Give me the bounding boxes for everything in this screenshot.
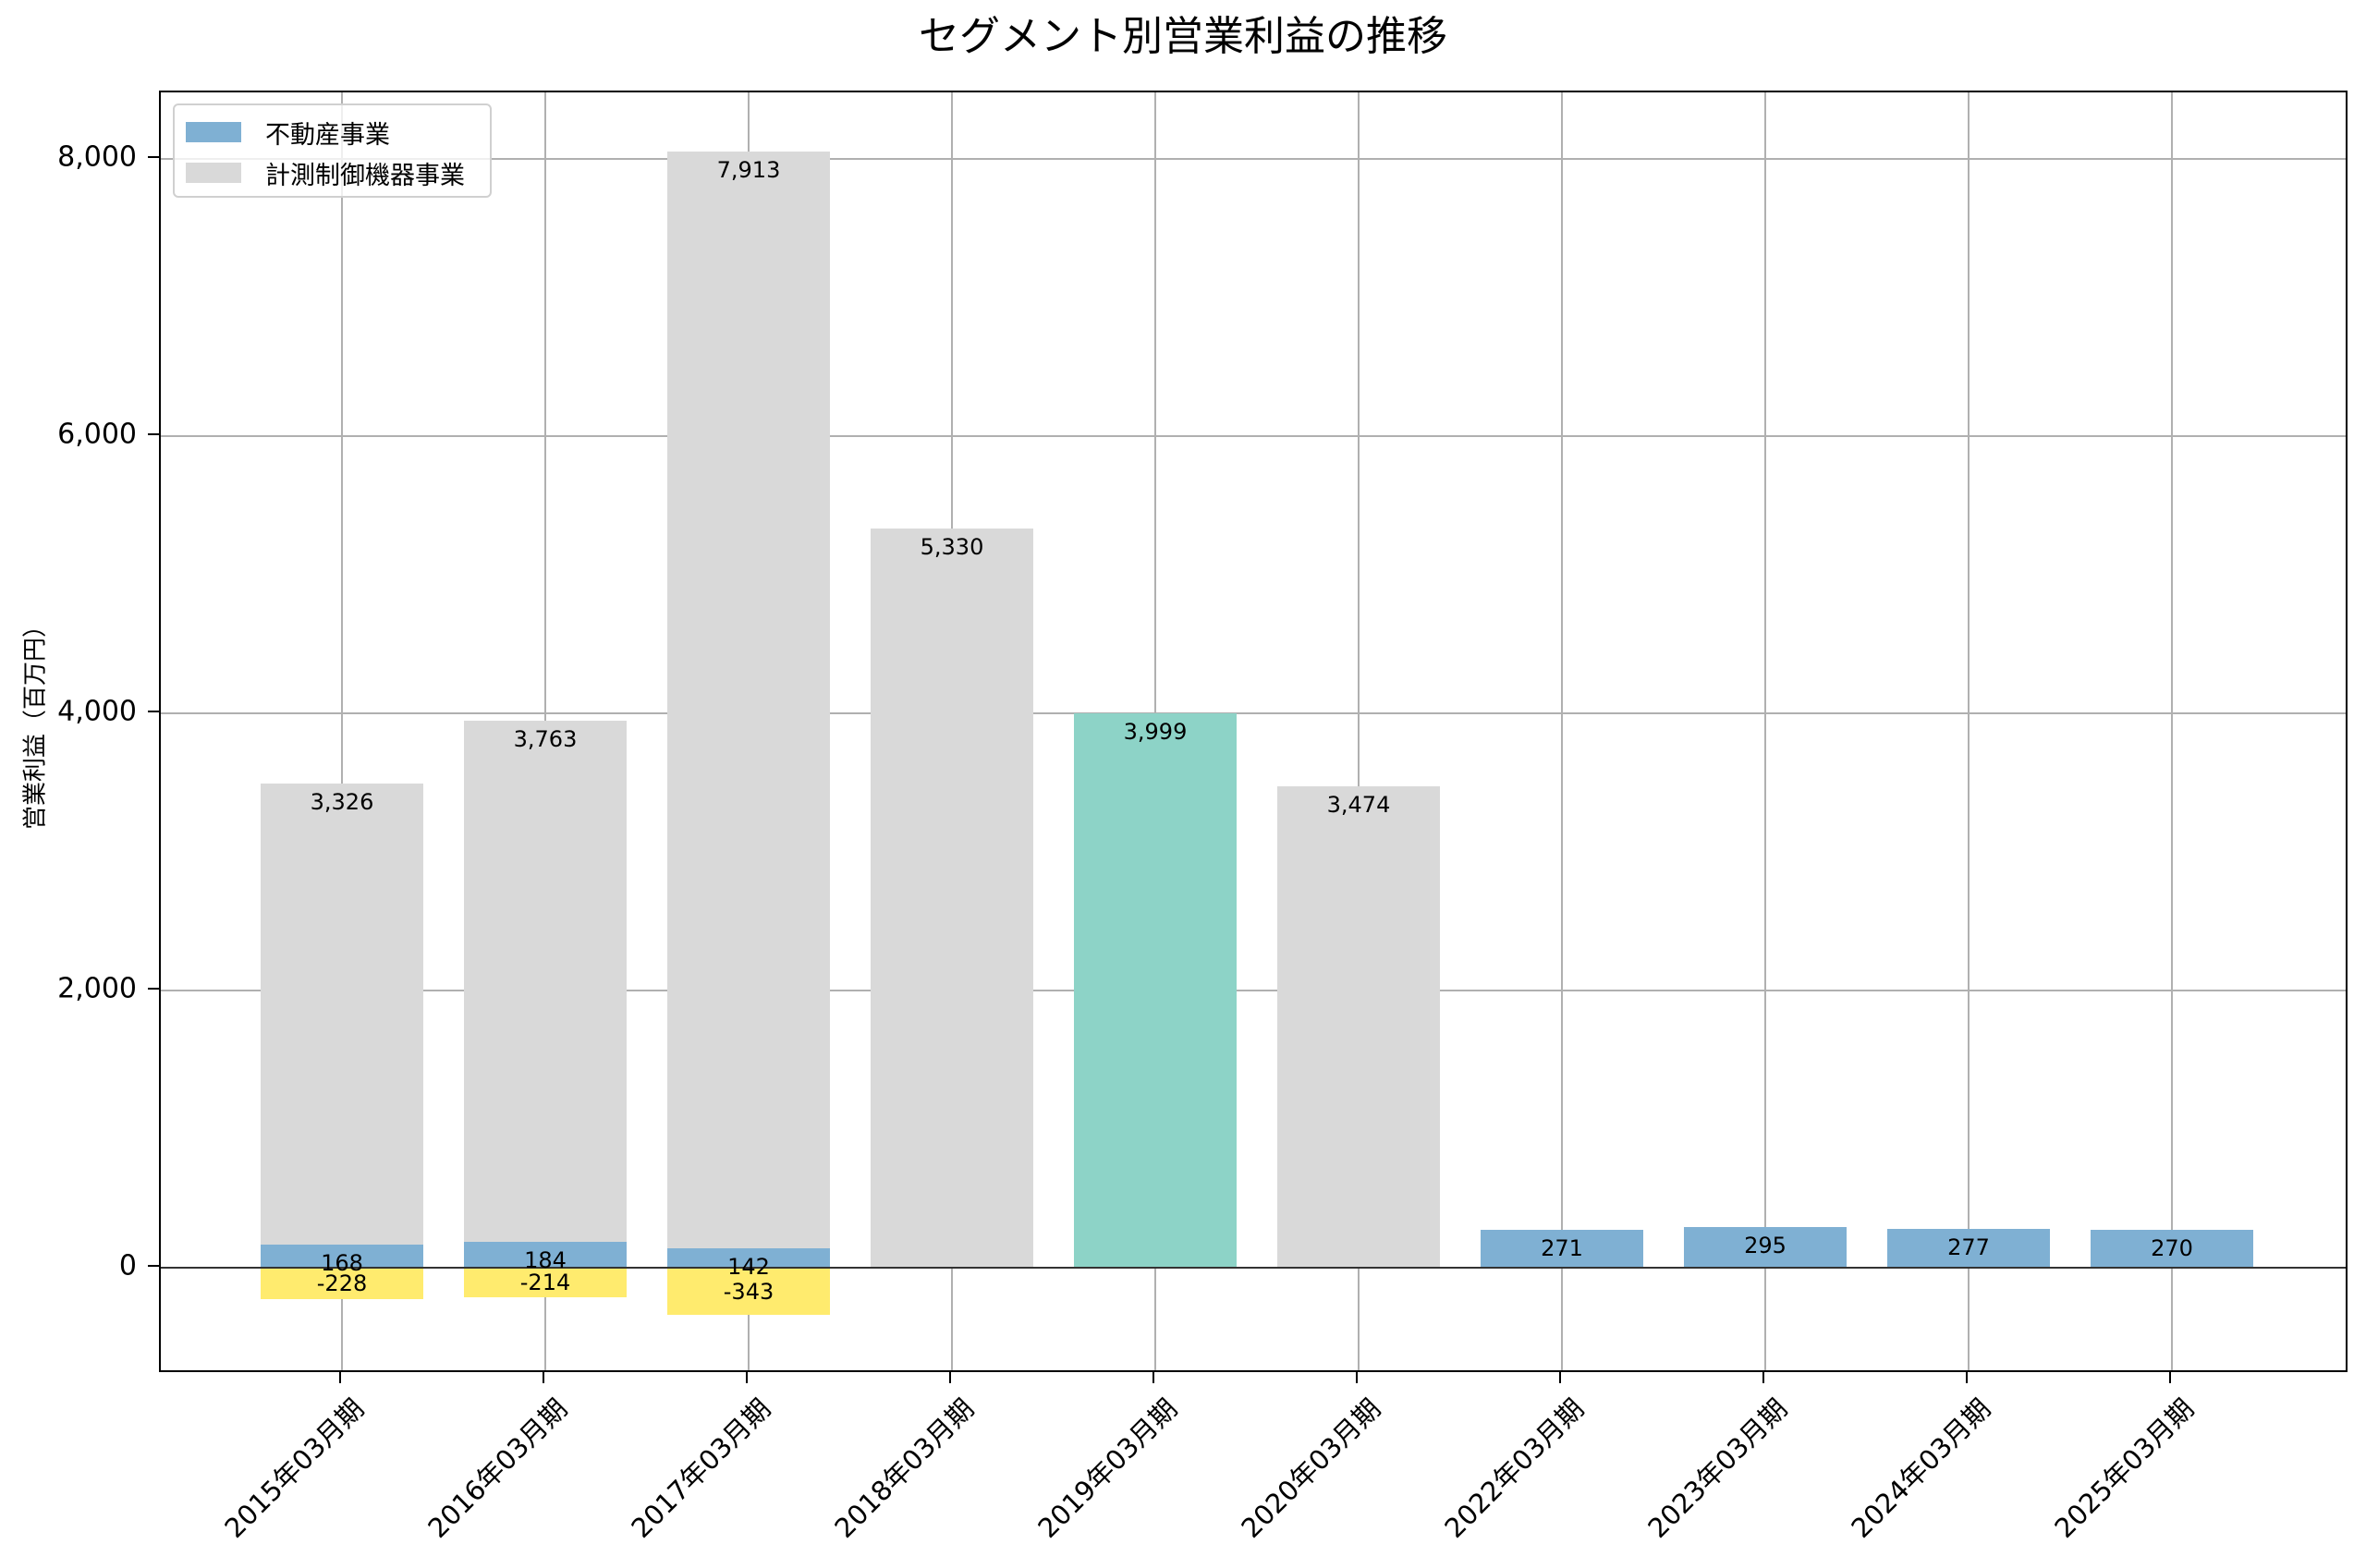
data-label: 5,330 [920,534,984,561]
bar-segment [667,1267,830,1316]
data-label: 295 [1744,1232,1787,1258]
data-label: 271 [1541,1235,1583,1262]
bar-segment [1684,1226,1847,1268]
data-label: 277 [1947,1234,1990,1261]
data-label: 142 [727,1253,770,1280]
bar-segment [261,1244,423,1268]
y-tick-label: 0 [118,1249,137,1282]
x-tick-label: 2020年03月期 [1235,1392,1387,1545]
x-tick-label: 2023年03月期 [1641,1392,1794,1545]
x-tick-label: 2016年03月期 [421,1392,574,1545]
x-tick-mark [543,1372,544,1383]
legend-label: 不動産事業 [265,120,390,150]
x-tick-mark [1153,1372,1154,1383]
y-tick-mark [148,432,159,435]
y-tick-mark [148,987,159,990]
x-tick-label: 2017年03月期 [625,1392,777,1545]
legend-label: 計測制御機器事業 [265,161,465,190]
data-label: 270 [2151,1235,2193,1262]
data-label: -343 [723,1278,774,1305]
bar-segment [667,151,830,1248]
y-tick-mark [148,710,159,712]
horizontal-gridline [161,434,2346,437]
x-tick-mark [1559,1372,1561,1383]
data-label: 168 [321,1249,363,1276]
data-label: 3,326 [310,788,374,815]
bar-segment [1277,785,1440,1268]
legend-swatch-real-estate [186,122,241,142]
x-tick-label: 2018年03月期 [828,1392,981,1545]
chart-title: セグメント別営業利益の推移 [919,13,1447,60]
vertical-gridline [341,92,343,1370]
bar-segment [1481,1230,1643,1268]
legend-swatch-instrumentation [186,163,241,183]
x-tick-label: 2015年03月期 [218,1392,371,1545]
bar-segment [261,1267,423,1300]
bar-segment [871,529,1033,1268]
vertical-gridline [1764,92,1766,1370]
bar-segment [261,783,423,1245]
y-tick-label: 8,000 [57,140,137,174]
x-tick-mark [1356,1372,1358,1383]
data-label: -228 [316,1270,368,1297]
data-label: 3,763 [513,725,578,752]
data-label: 184 [524,1247,567,1274]
x-tick-label: 2022年03月期 [1438,1392,1591,1545]
horizontal-gridline [161,157,2346,160]
y-tick-label: 2,000 [57,972,137,1005]
x-tick-mark [1762,1372,1764,1383]
data-label: 3,999 [1123,719,1188,746]
horizontal-gridline [161,711,2346,714]
legend-item-instrumentation: 計測制御機器事業 [186,159,465,190]
y-tick-label: 4,000 [57,695,137,728]
bar-segment [2091,1230,2253,1268]
plot-area: 168 184 142 271 295 277 270 3,326 3,763 7,913 5,33… [159,91,2348,1372]
y-tick-label: 6,000 [57,418,137,451]
horizontal-gridline [161,989,2346,991]
y-axis-label: 営業利益（百万円） [21,613,50,831]
vertical-gridline [1561,92,1563,1370]
x-tick-mark [339,1372,341,1383]
x-tick-mark [1966,1372,1968,1383]
x-tick-mark [949,1372,951,1383]
bar-segment [1887,1229,2050,1268]
vertical-gridline [2171,92,2173,1370]
vertical-gridline [1968,92,1970,1370]
data-label: 3,474 [1326,791,1391,818]
y-tick-mark [148,1264,159,1267]
y-tick-mark [148,155,159,158]
zero-baseline [161,1266,2346,1270]
bar-segment [464,720,627,1243]
data-label: -214 [519,1270,571,1295]
x-tick-mark [2169,1372,2171,1383]
legend-item-real-estate: 不動産事業 [186,118,390,150]
x-tick-label: 2019年03月期 [1031,1392,1184,1545]
x-tick-mark [746,1372,748,1383]
x-tick-label: 2024年03月期 [1845,1392,1997,1545]
x-tick-label: 2025年03月期 [2048,1392,2201,1545]
legend: 不動産事業 計測制御機器事業 [173,103,492,198]
bar-segment [667,1247,830,1268]
vertical-gridline [1358,92,1360,1370]
bar-segment [464,1267,627,1298]
data-label: 7,913 [716,156,781,183]
bar-segment [464,1242,627,1268]
bar-segment [1074,713,1237,1268]
